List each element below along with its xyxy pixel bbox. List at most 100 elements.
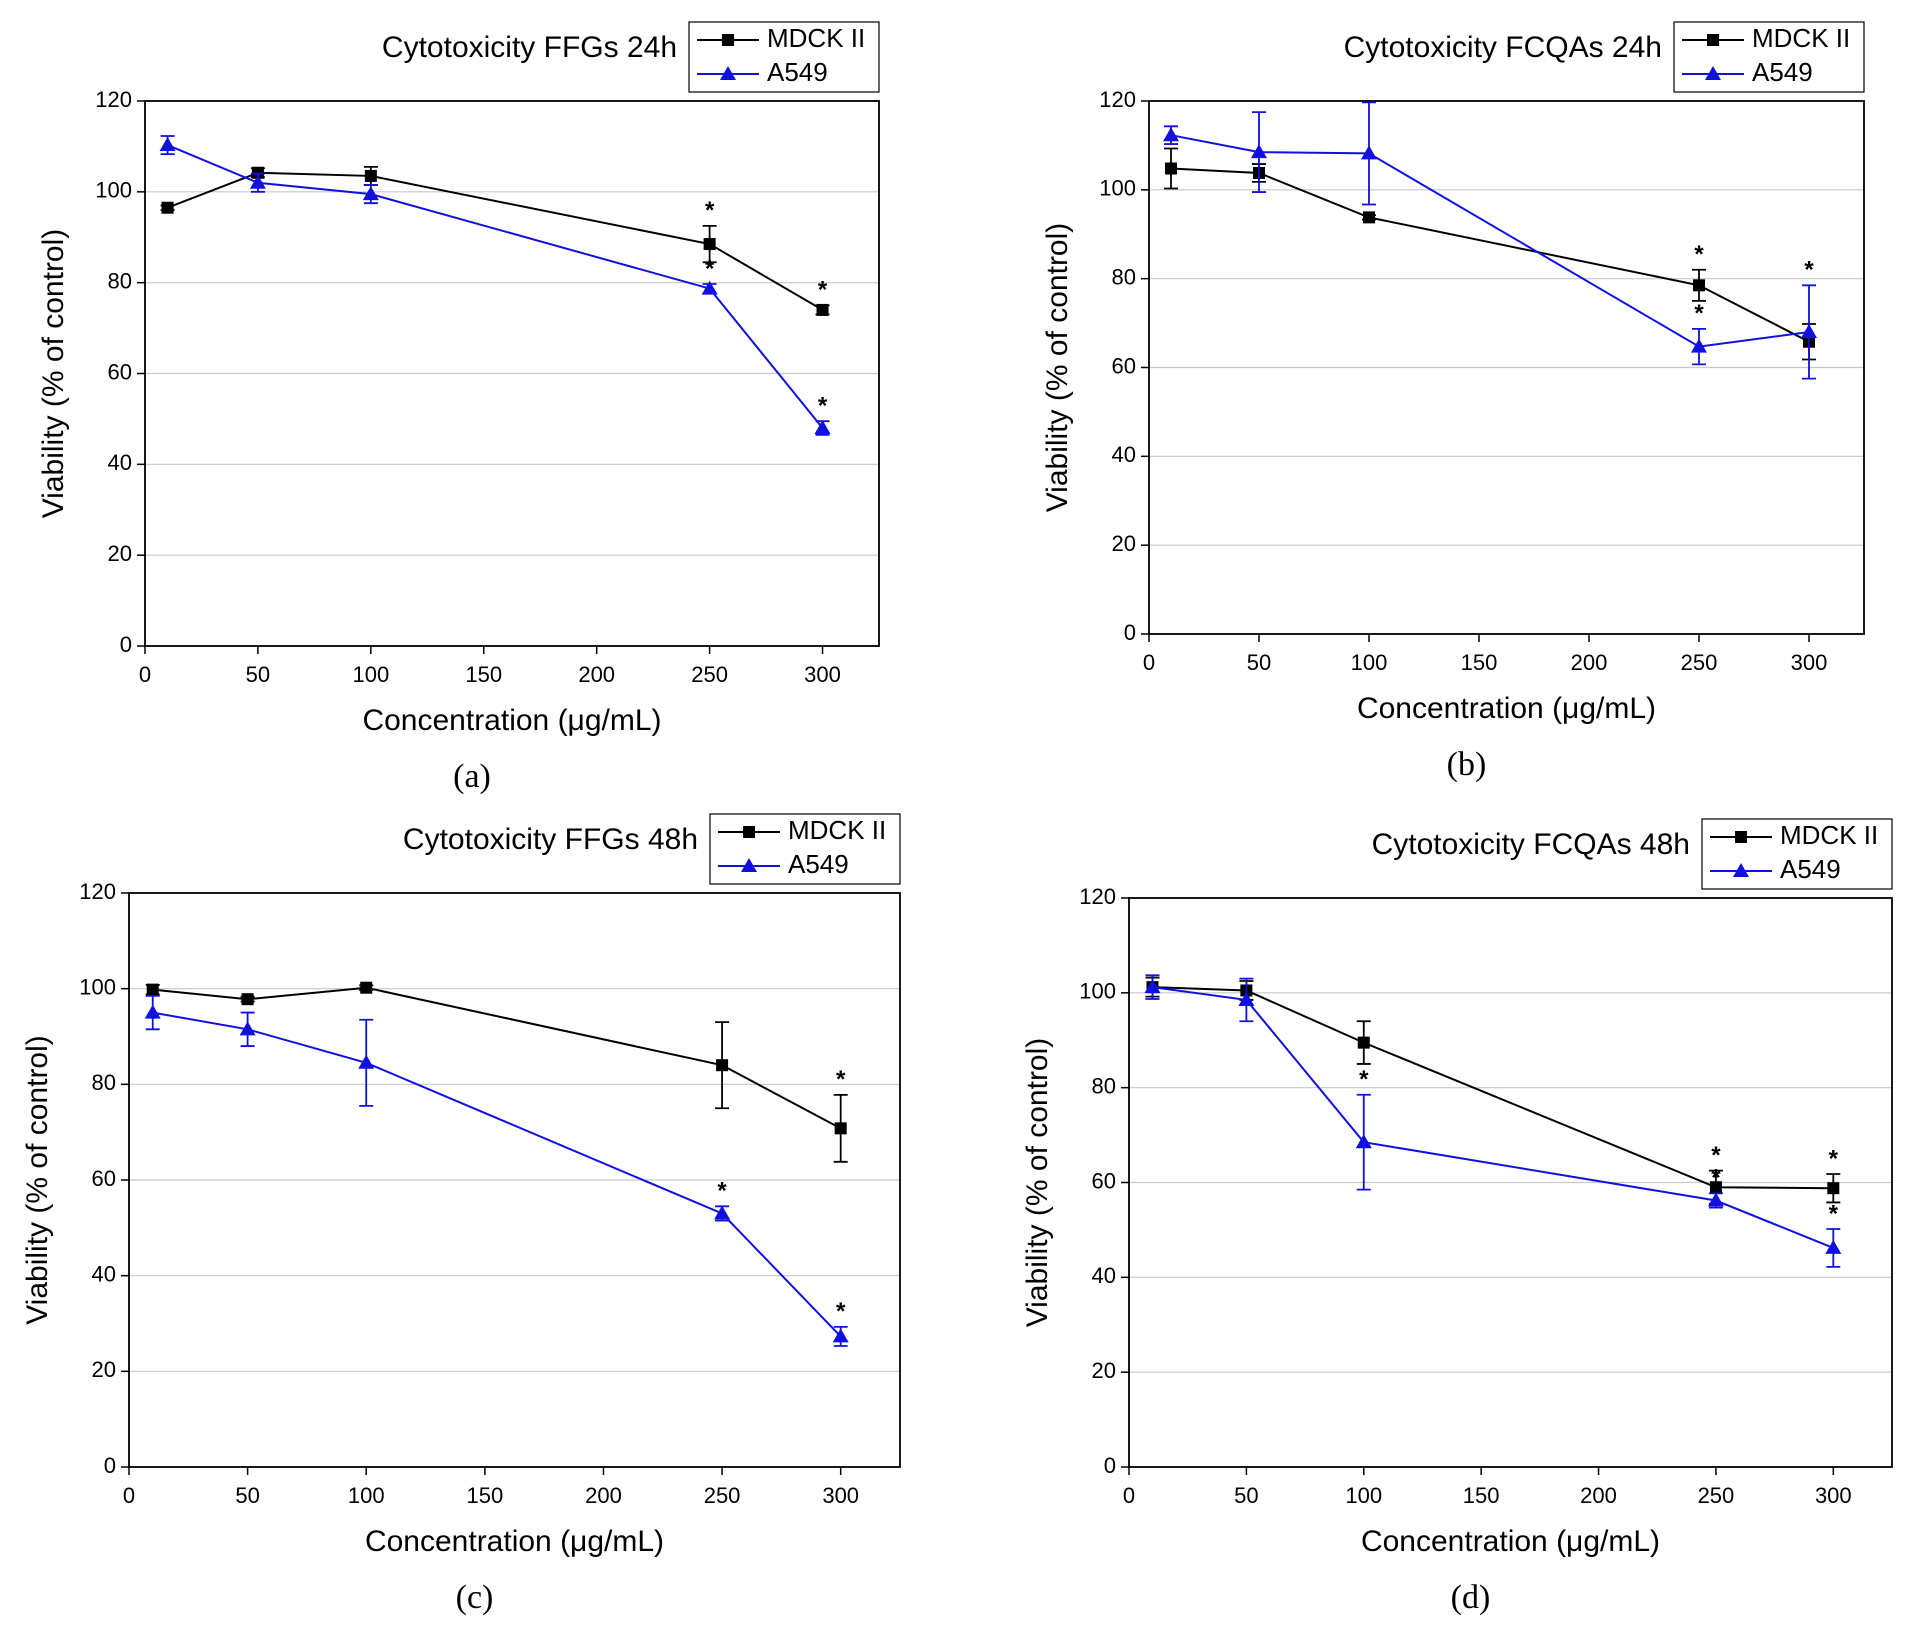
marker — [814, 420, 831, 434]
marker — [1361, 145, 1377, 160]
significance-mark: * — [1711, 1142, 1721, 1169]
legend-label: A549 — [788, 849, 849, 879]
marker — [1238, 991, 1255, 1006]
plot-frame — [128, 892, 901, 1468]
x-tick-label: 300 — [1791, 650, 1828, 675]
x-tick-label: 200 — [585, 1483, 622, 1508]
chart-title: Cytotoxicity FFGs 48h — [403, 823, 698, 856]
x-tick-label: 300 — [1815, 1483, 1852, 1508]
marker — [1733, 863, 1749, 877]
y-tick-label: 40 — [1092, 1263, 1116, 1288]
marker — [1357, 1036, 1370, 1049]
marker — [358, 1054, 375, 1069]
y-axis-label: Viability (% of control) — [37, 229, 70, 519]
significance-mark: * — [1829, 1200, 1839, 1227]
panel-label: (b) — [1447, 746, 1487, 783]
marker — [743, 826, 755, 838]
marker — [1705, 66, 1721, 80]
significance-mark: * — [1711, 1165, 1721, 1192]
series-line — [1170, 167, 1810, 343]
x-tick-label: 200 — [1571, 650, 1608, 675]
marker — [1251, 144, 1267, 159]
x-tick-label: 0 — [139, 662, 151, 687]
y-tick-label: 120 — [1079, 884, 1116, 909]
y-tick-label: 80 — [1112, 264, 1136, 289]
y-tick-label: 40 — [92, 1261, 116, 1286]
marker — [239, 1021, 256, 1036]
marker — [1735, 831, 1747, 843]
marker — [1693, 279, 1705, 292]
x-tick-label: 250 — [704, 1483, 741, 1508]
marker — [364, 169, 377, 182]
y-tick-label: 0 — [1104, 1453, 1116, 1478]
x-tick-label: 100 — [1351, 650, 1388, 675]
x-axis-label: Concentration (μg/mL) — [362, 704, 661, 737]
plot-frame — [144, 100, 880, 647]
significance-mark: * — [818, 393, 828, 420]
marker — [722, 34, 734, 46]
marker — [241, 993, 254, 1006]
y-tick-label: 0 — [104, 1453, 116, 1478]
chart-title: Cytotoxicity FFGs 24h — [382, 31, 677, 64]
series-line — [1152, 986, 1834, 1249]
y-tick-label: 120 — [79, 879, 116, 904]
x-tick-label: 0 — [1143, 650, 1155, 675]
x-tick-label: 250 — [691, 662, 728, 687]
y-tick-label: 100 — [1079, 979, 1116, 1004]
x-tick-label: 150 — [466, 1483, 503, 1508]
x-tick-label: 0 — [123, 1483, 135, 1508]
y-tick-label: 40 — [1112, 442, 1136, 467]
y-tick-label: 100 — [1099, 176, 1136, 201]
significance-mark: * — [705, 255, 715, 282]
series-line — [167, 171, 824, 311]
marker — [251, 166, 264, 179]
x-axis-label: Concentration (μg/mL) — [1357, 692, 1656, 725]
marker — [360, 981, 373, 994]
y-axis-label: Viability (% of control) — [1041, 223, 1074, 513]
marker — [146, 983, 159, 996]
x-tick-label: 0 — [1123, 1483, 1135, 1508]
x-tick-label: 250 — [1681, 650, 1718, 675]
panel-label: (c) — [456, 1579, 494, 1616]
y-axis-label: Viability (% of control) — [21, 1035, 54, 1325]
marker — [701, 280, 718, 295]
significance-mark: * — [717, 1178, 727, 1205]
chart-panel: 0 20 40 60 80 100 120 0 50 100 150 200 250 300 * * * MDCK… — [1041, 21, 1865, 783]
y-tick-label: 60 — [1092, 1168, 1116, 1193]
y-tick-label: 80 — [92, 1070, 116, 1095]
legend-label: MDCK II — [1780, 820, 1878, 850]
significance-mark: * — [818, 277, 828, 304]
y-tick-label: 100 — [95, 178, 132, 203]
marker — [1144, 979, 1161, 994]
marker — [703, 238, 716, 251]
legend-label: A549 — [1752, 57, 1813, 87]
marker — [1801, 323, 1817, 338]
significance-mark: * — [1694, 300, 1704, 327]
legend-label: A549 — [767, 57, 828, 87]
chart-panel: 0 20 40 60 80 100 120 0 50 100 150 200 250 300 * * * MDCK… — [21, 813, 901, 1616]
legend-box — [688, 21, 880, 93]
x-tick-label: 300 — [822, 1483, 859, 1508]
marker — [816, 303, 829, 316]
y-tick-label: 60 — [92, 1166, 116, 1191]
marker — [720, 66, 736, 80]
marker — [1163, 127, 1179, 142]
significance-mark: * — [836, 1066, 846, 1093]
legend-box — [709, 813, 901, 885]
series-line — [152, 1011, 842, 1338]
marker — [362, 186, 379, 201]
y-tick-label: 60 — [108, 359, 132, 384]
y-axis-label: Viability (% of control) — [1021, 1038, 1054, 1328]
y-tick-label: 0 — [120, 632, 132, 657]
x-tick-label: 50 — [246, 662, 270, 687]
x-axis-label: Concentration (μg/mL) — [1361, 1525, 1660, 1558]
series-line — [152, 986, 842, 1130]
marker — [832, 1328, 849, 1343]
x-tick-label: 100 — [352, 662, 389, 687]
significance-mark: * — [1359, 1066, 1369, 1093]
y-tick-label: 20 — [108, 541, 132, 566]
marker — [249, 174, 266, 189]
legend-box — [1701, 818, 1893, 890]
y-tick-label: 100 — [79, 974, 116, 999]
